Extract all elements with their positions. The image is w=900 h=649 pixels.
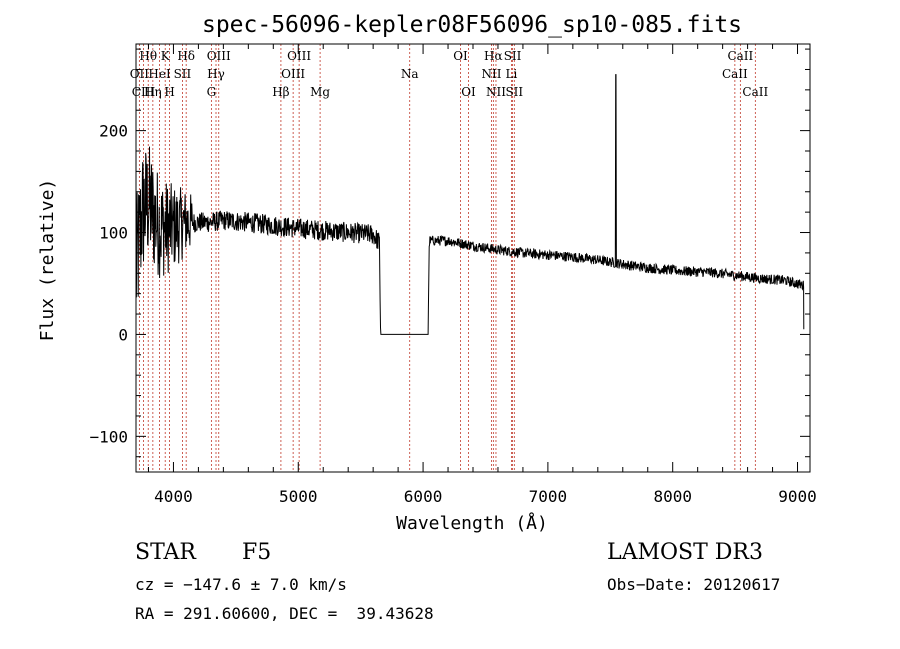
- spectral-line-label: OIII: [207, 49, 231, 63]
- spectral-line-label: Hα: [484, 49, 503, 63]
- x-tick-label: 6000: [404, 487, 443, 506]
- spectral-line-label: OI: [453, 49, 468, 63]
- spectral-line-label: HeI: [148, 67, 171, 81]
- spectral-line-label: Hθ: [139, 49, 157, 63]
- spectral-line-label: CaII: [722, 67, 748, 81]
- spectrum-line: [135, 74, 805, 335]
- spectral-line-label: Hη: [144, 85, 162, 99]
- spectral-line-label: Hδ: [177, 49, 195, 63]
- spectral-line-label: OI: [461, 85, 476, 99]
- spectral-line-label: G: [207, 85, 217, 99]
- axis-ticks: 4000 5000 6000 7000 8000 9000 −100 0 100 200: [89, 44, 817, 506]
- plot-frame: [135, 43, 811, 473]
- spectral-line-label: SII: [504, 49, 522, 63]
- x-tick-label: 4000: [154, 487, 193, 506]
- spectral-line-label: NII: [481, 67, 501, 81]
- y-tick-label: 100: [99, 224, 128, 243]
- x-tick-label: 9000: [778, 487, 817, 506]
- x-tick-label: 7000: [529, 487, 568, 506]
- spectral-line-label: OII: [130, 67, 150, 81]
- spectral-line-label: SII: [505, 85, 523, 99]
- spectral-line-label: CaII: [742, 85, 768, 99]
- object-subclass: F5: [242, 540, 272, 565]
- x-axis-label: Wavelength (Å): [396, 512, 548, 534]
- y-axis-label: Flux (relative): [37, 179, 58, 342]
- y-tick-label: 200: [99, 122, 128, 141]
- spectral-line-labels: HθOIICIIIHηHeIKHSIIHδHγGOIIIHβOIIIOIIIMg…: [130, 49, 769, 99]
- spectral-line-label: CaII: [727, 49, 753, 63]
- coordinates-readout: RA = 291.60600, DEC = 39.43628: [135, 604, 434, 623]
- spectral-line-label: K: [161, 49, 171, 63]
- redshift-readout: cz = −147.6 ± 7.0 km/s: [135, 575, 347, 594]
- spectral-line-label: OIII: [281, 67, 305, 81]
- spectral-line-label: Hγ: [207, 67, 225, 81]
- spectral-line-label: OIII: [287, 49, 311, 63]
- spectral-line-label: Na: [401, 67, 419, 81]
- spectral-line-label: NII: [486, 85, 506, 99]
- spectral-line-label: SII: [174, 67, 192, 81]
- spectrum-trace: [135, 74, 805, 335]
- x-tick-label: 8000: [653, 487, 692, 506]
- y-tick-label: −100: [89, 427, 128, 446]
- survey-name: LAMOST DR3: [607, 540, 763, 565]
- chart-title: spec-56096-kepler08F56096_sp10-085.fits: [202, 12, 742, 38]
- spectral-line-label: H: [164, 85, 174, 99]
- spectral-line-markers: [138, 44, 756, 472]
- object-class: STAR: [135, 540, 196, 565]
- obs-date-readout: Obs−Date: 20120617: [607, 575, 781, 594]
- spectral-line-label: Mg: [310, 85, 330, 99]
- x-tick-label: 5000: [279, 487, 318, 506]
- spectral-line-label: CIII: [132, 85, 156, 99]
- y-tick-label: 0: [118, 325, 128, 344]
- spectral-line-label: Hβ: [272, 85, 289, 99]
- spectral-line-label: Li: [506, 67, 518, 81]
